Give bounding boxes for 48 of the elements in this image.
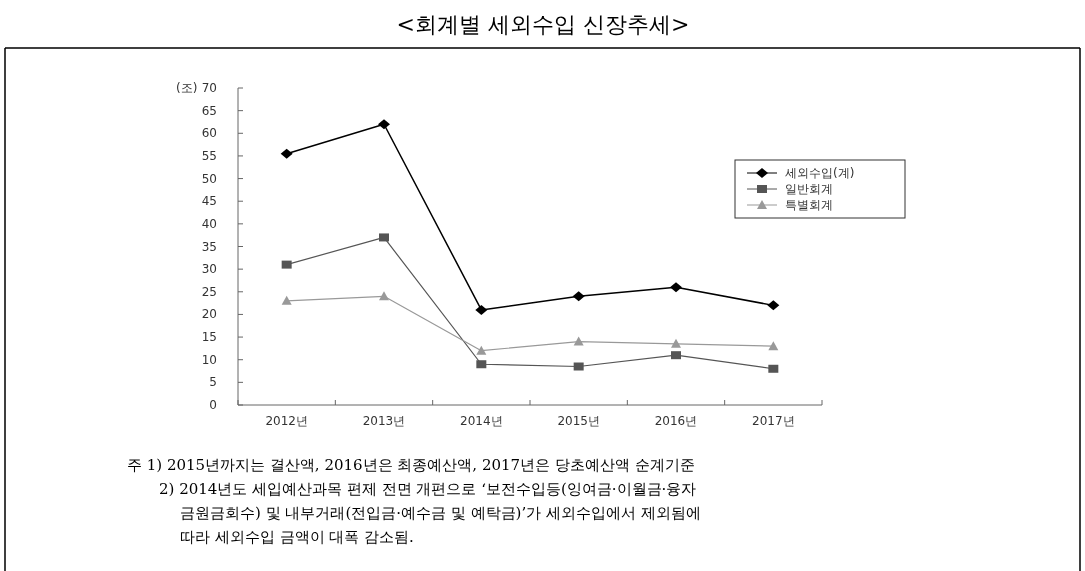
y-tick-label: 65 (201, 103, 217, 118)
y-tick-label: 35 (201, 239, 217, 254)
y-tick-label: 5 (209, 375, 217, 390)
x-tick-label: 2014년 (460, 414, 503, 428)
y-tick-label: 70 (201, 81, 217, 95)
point (476, 345, 487, 355)
y-axis-title: (조) (176, 81, 198, 95)
point (378, 119, 390, 130)
point (379, 291, 389, 301)
y-tick-label: 15 (201, 330, 217, 345)
y-tick-label: 50 (201, 171, 217, 186)
point (671, 338, 681, 348)
legend-label: 특별회계 (785, 198, 833, 212)
point (475, 304, 488, 315)
point (476, 360, 487, 369)
y-tick-label: 40 (201, 216, 217, 231)
point (573, 362, 584, 371)
point (281, 295, 292, 305)
point (670, 282, 682, 293)
point (768, 364, 779, 373)
x-tick-label: 2015년 (557, 414, 600, 428)
x-tick-label: 2013년 (362, 414, 406, 428)
text: 금원금회수) 및 내부거래(전입금·예수금 및 예탁금)’가 세외수입에서 제외됨에 (180, 504, 701, 522)
point (768, 341, 779, 351)
y-tick-label: 30 (201, 262, 217, 277)
point (572, 291, 585, 302)
point (280, 148, 293, 159)
y-tick-label: 20 (201, 307, 217, 322)
chart-title: <회계별 세외수입 신장추세> (396, 12, 690, 37)
text: 2) 2014년도 세입예산과목 편제 전면 개편으로 ‘보전수입등(잉여금·이월금·융자 (159, 480, 697, 498)
text: 주 1) 2015년까지는 결산액, 2016년은 최종예산액, 2017년은 당초예산액 순계기준 (127, 456, 695, 474)
x-tick-label: 2017년 (752, 414, 795, 428)
point (767, 300, 780, 311)
y-tick-label: 10 (201, 352, 217, 367)
y-tick-label: 60 (201, 126, 217, 141)
legend-label: 일반회계 (785, 182, 833, 196)
y-tick-label: 55 (201, 148, 217, 163)
x-tick-label: 2016년 (654, 414, 698, 428)
x-tick-label: 2012년 (265, 414, 308, 428)
point (671, 351, 681, 360)
legend-label: 세외수입(계) (785, 166, 855, 180)
y-tick-label: 0 (209, 398, 217, 412)
y-tick-label: 25 (201, 284, 217, 299)
text: 따라 세외수입 금액이 대폭 감소됨. (180, 528, 414, 546)
point (573, 336, 584, 346)
y-tick-label: 45 (201, 194, 217, 209)
point (281, 260, 292, 269)
point (379, 233, 389, 242)
